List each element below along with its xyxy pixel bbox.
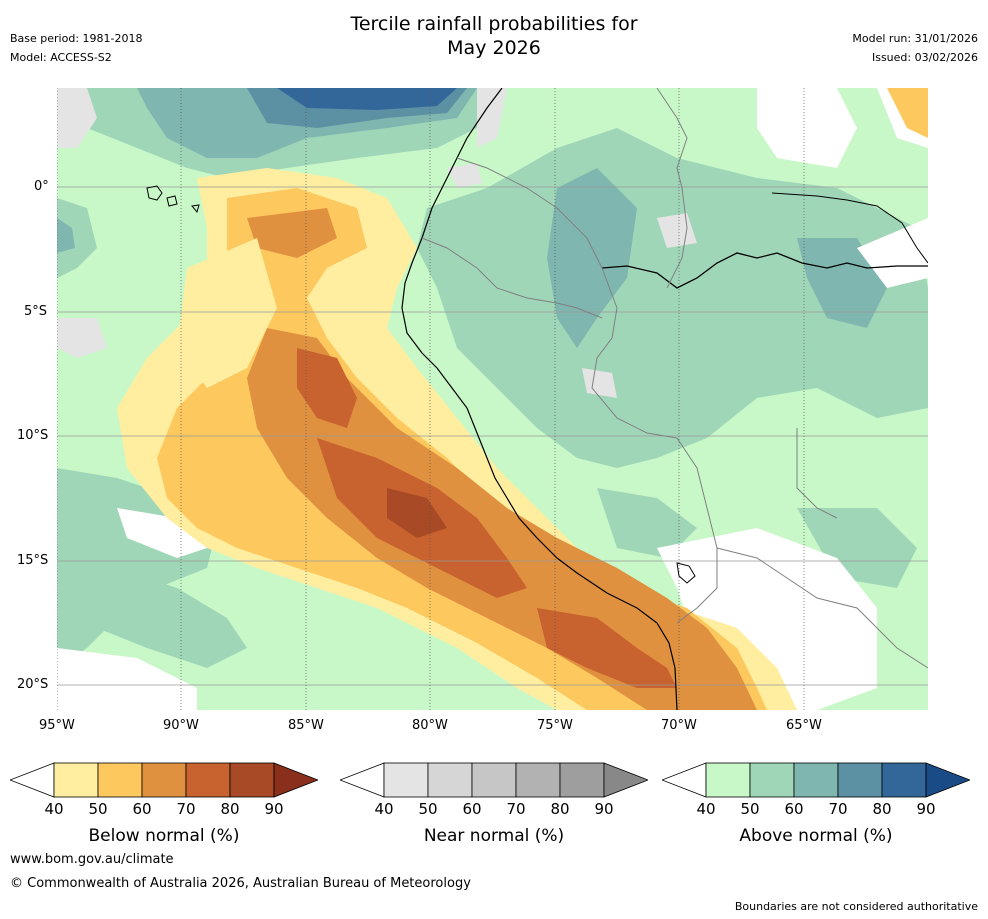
lat-label-15s: 15°S [17, 553, 49, 568]
footer-disclaimer: Boundaries are not considered authoritat… [734, 900, 978, 913]
below-normal-shading [117, 88, 928, 710]
near-swatch-60 [471, 762, 517, 798]
below-tick-90: 90 [264, 800, 284, 818]
map-title-line1: Tercile rainfall probabilities for [350, 13, 638, 35]
below-normal-title: Below normal (%) [88, 826, 240, 846]
below-swatch-50 [97, 762, 143, 798]
lon-label-75w: 75°W [537, 718, 573, 733]
map-title-line2: May 2026 [447, 37, 541, 59]
lat-label-20s: 20°S [17, 677, 49, 692]
near-normal-colorbar [340, 762, 648, 798]
footer-url[interactable]: www.bom.gov.au/climate [10, 852, 174, 867]
lake-titicaca [676, 562, 696, 584]
lat-label-0: 0° [34, 179, 49, 194]
base-period: Base period: 1981-2018 [10, 32, 143, 45]
footer-copyright: © Commonwealth of Australia 2026, Austra… [10, 876, 471, 891]
lon-label-70w: 70°W [661, 718, 697, 733]
above-tick-50: 50 [740, 800, 760, 818]
colorbar-ticks: 40 50 60 70 80 90 40 50 60 70 80 90 40 50 60 70 80 90 [0, 800, 988, 820]
model-run: Model run: 31/01/2026 [852, 32, 978, 45]
galapagos-islands [146, 185, 200, 214]
above-tick-80: 80 [872, 800, 892, 818]
latitude-gridlines [57, 186, 928, 686]
above-tick-40: 40 [696, 800, 716, 818]
lon-label-80w: 80°W [412, 718, 448, 733]
above-swatch-70 [837, 762, 883, 798]
above-swatch-90 [925, 762, 970, 798]
amazon-mouth-coast [771, 192, 928, 264]
above-normal-swatches [662, 762, 970, 798]
below-swatch-60 [141, 762, 187, 798]
below-tick-60: 60 [132, 800, 152, 818]
near-extend-low [340, 762, 385, 798]
below-extend-low [10, 762, 55, 798]
near-tick-80: 80 [550, 800, 570, 818]
lon-label-90w: 90°W [163, 718, 199, 733]
lon-label-85w: 85°W [288, 718, 324, 733]
coastline [401, 88, 678, 710]
below-swatch-80 [229, 762, 275, 798]
near-tick-70: 70 [506, 800, 526, 818]
near-tick-40: 40 [374, 800, 394, 818]
below-tick-40: 40 [44, 800, 64, 818]
above-extend-low [662, 762, 707, 798]
lat-label-5s: 5°S [24, 304, 48, 319]
below-swatch-40 [53, 762, 99, 798]
below-swatch-70 [185, 762, 231, 798]
rainfall-probability-map [57, 88, 928, 710]
issued-date: Issued: 03/02/2026 [871, 51, 978, 64]
above-swatch-60 [793, 762, 839, 798]
near-normal-title: Near normal (%) [423, 826, 565, 846]
above-normal-title: Above normal (%) [739, 826, 893, 846]
near-swatch-50 [427, 762, 473, 798]
above-swatch-40 [705, 762, 751, 798]
below-normal-swatches [10, 762, 318, 798]
near-swatch-40 [383, 762, 429, 798]
below-normal-colorbar [10, 762, 318, 798]
above-tick-60: 60 [784, 800, 804, 818]
lon-label-95w: 95°W [39, 718, 75, 733]
above-normal-colorbar [662, 762, 970, 798]
lon-label-65w: 65°W [786, 718, 822, 733]
below-tick-50: 50 [88, 800, 108, 818]
below-tick-80: 80 [220, 800, 240, 818]
lat-label-10s: 10°S [17, 428, 49, 443]
near-swatch-90 [603, 762, 648, 798]
near-swatch-80 [559, 762, 605, 798]
above-tick-70: 70 [828, 800, 848, 818]
near-tick-60: 60 [462, 800, 482, 818]
near-tick-90: 90 [594, 800, 614, 818]
above-swatch-50 [749, 762, 795, 798]
near-normal-swatches [340, 762, 648, 798]
above-swatch-80 [881, 762, 927, 798]
near-tick-50: 50 [418, 800, 438, 818]
below-swatch-90 [273, 762, 318, 798]
near-swatch-70 [515, 762, 561, 798]
below-tick-70: 70 [176, 800, 196, 818]
country-borders [421, 88, 928, 669]
model-name: Model: ACCESS-S2 [10, 51, 112, 64]
above-tick-90: 90 [916, 800, 936, 818]
amazon-river [601, 252, 928, 289]
